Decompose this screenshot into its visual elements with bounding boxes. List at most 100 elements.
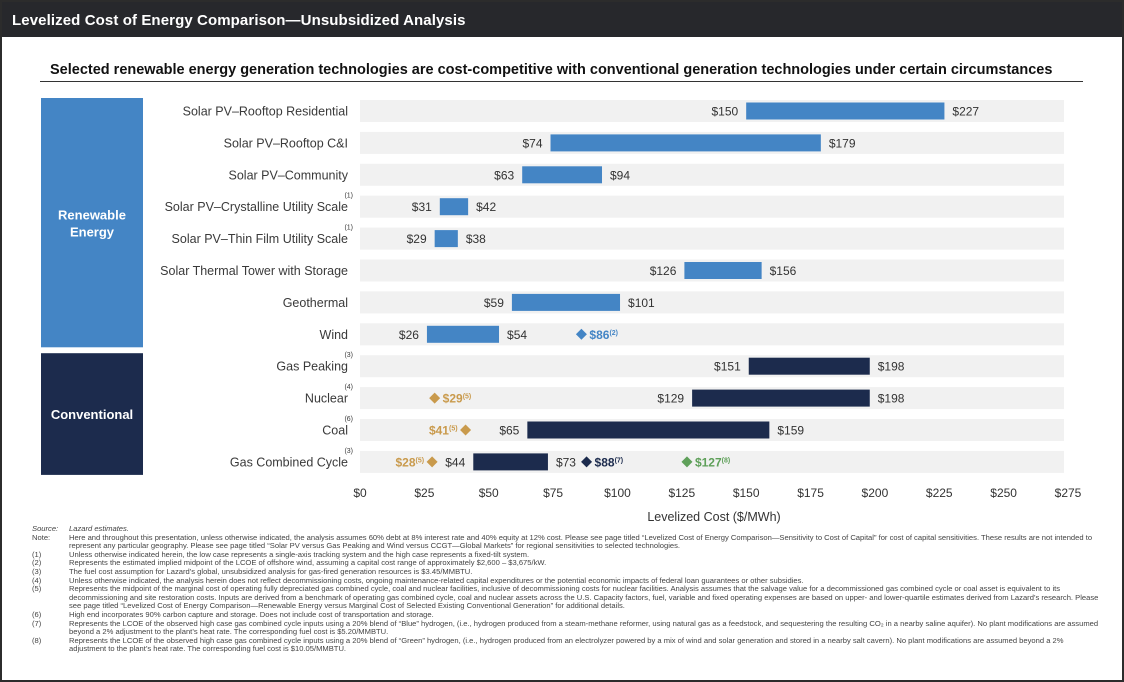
x-tick-label: $150 bbox=[733, 486, 760, 500]
footnote-item: (6) High end incorporates 90% carbon capt… bbox=[32, 609, 1102, 620]
range-bar bbox=[527, 421, 770, 439]
category-label: Solar PV–Rooftop C&I bbox=[224, 136, 348, 150]
footnote-text: Represents the LCOE of the observed high… bbox=[69, 618, 1099, 637]
low-value-label: $65 bbox=[499, 424, 519, 438]
x-axis-title: Levelized Cost ($/MWh) bbox=[647, 510, 780, 524]
category-label: Solar PV–Crystalline Utility Scale bbox=[165, 200, 348, 214]
marker-label: $28(5) bbox=[395, 455, 424, 469]
footnotes: Source: Lazard estimates. Note: Here and… bbox=[32, 524, 1102, 654]
range-bar bbox=[692, 389, 870, 407]
low-value-label: $126 bbox=[650, 264, 677, 278]
footnote-marker: (1) bbox=[344, 193, 353, 200]
footnote-marker: (1) bbox=[344, 225, 353, 232]
high-value-label: $156 bbox=[770, 264, 797, 278]
x-tick-label: $275 bbox=[1055, 486, 1082, 500]
footnote-item: (1) Unless otherwise indicated herein, th… bbox=[32, 549, 1102, 560]
low-value-label: $29 bbox=[407, 232, 427, 246]
chart-subtitle: Selected renewable energy generation tec… bbox=[50, 62, 1053, 78]
range-bar bbox=[511, 293, 621, 311]
category-label: Solar PV–Community bbox=[229, 168, 349, 182]
category-label: Gas Combined Cycle bbox=[230, 455, 348, 469]
high-value-label: $94 bbox=[610, 168, 630, 182]
row-background bbox=[360, 227, 1064, 250]
footnote-item: (2) Represents the estimated implied midp… bbox=[32, 559, 1102, 568]
x-tick-label: $0 bbox=[353, 486, 367, 500]
category-label: Solar Thermal Tower with Storage bbox=[160, 264, 348, 278]
note-key: Note: bbox=[32, 532, 51, 542]
group-label: Renewable bbox=[58, 208, 126, 223]
footnote-list: (1) Unless otherwise indicated herein, th… bbox=[32, 549, 1102, 654]
marker-diamond bbox=[460, 424, 472, 436]
range-bar bbox=[473, 453, 548, 471]
low-value-label: $31 bbox=[412, 200, 432, 214]
subtitle-divider bbox=[40, 81, 1083, 82]
page-title: Levelized Cost of Energy Comparison—Unsu… bbox=[12, 12, 466, 29]
footnote-item: (7) Represents the LCOE of the observed h… bbox=[32, 618, 1102, 637]
marker-label: $41(5) bbox=[429, 424, 458, 438]
footnote-key: (7) bbox=[32, 618, 42, 628]
marker-label: $127(8) bbox=[695, 455, 730, 469]
source-note: Source: Lazard estimates. bbox=[32, 524, 1102, 534]
x-tick-label: $75 bbox=[543, 486, 563, 500]
row-background bbox=[360, 323, 1064, 346]
lcoe-chart: Renewable Energy Conventional Solar PV–Roof… bbox=[41, 98, 1082, 524]
marker-diamond bbox=[575, 328, 587, 340]
marker-label: $88(7) bbox=[595, 455, 624, 469]
high-value-label: $159 bbox=[777, 424, 804, 438]
note-text: Here and throughout this presentation, u… bbox=[69, 532, 1093, 551]
footnote-marker: (4) bbox=[344, 384, 353, 391]
category-label: Gas Peaking bbox=[276, 360, 348, 374]
footnote-text: Represents the midpoint of the marginal … bbox=[69, 584, 1099, 611]
footnote-text: The fuel cost assumption for Lazard’s gl… bbox=[69, 566, 473, 576]
low-value-label: $26 bbox=[399, 328, 419, 342]
high-value-label: $227 bbox=[952, 105, 979, 119]
footnote-item: (5) Represents the midpoint of the margin… bbox=[32, 584, 1102, 611]
range-bar bbox=[748, 357, 870, 375]
x-tick-label: $225 bbox=[926, 486, 953, 500]
low-value-label: $129 bbox=[657, 392, 684, 406]
source-text: Lazard estimates. bbox=[69, 524, 129, 533]
x-tick-label: $250 bbox=[990, 486, 1017, 500]
row-background bbox=[360, 163, 1064, 186]
x-tick-label: $175 bbox=[797, 486, 824, 500]
footnote-text: Represents the estimated implied midpoin… bbox=[69, 558, 547, 568]
high-value-label: $198 bbox=[878, 392, 905, 406]
row-background bbox=[360, 355, 1064, 378]
footnote-text: Unless otherwise indicated herein, the l… bbox=[69, 549, 530, 559]
high-value-label: $54 bbox=[507, 328, 527, 342]
range-bar bbox=[439, 198, 469, 216]
range-bar bbox=[684, 262, 762, 279]
footnote-item: (4) Unless otherwise indicated, the analy… bbox=[32, 575, 1102, 586]
high-value-label: $101 bbox=[628, 296, 655, 310]
footnote-key: (2) bbox=[32, 558, 42, 568]
range-bar bbox=[746, 102, 945, 120]
low-value-label: $74 bbox=[522, 136, 542, 150]
category-label: Solar PV–Thin Film Utility Scale bbox=[172, 232, 348, 246]
group-box-renewable bbox=[41, 98, 143, 348]
high-value-label: $198 bbox=[878, 360, 905, 374]
footnote-item: (8) Represents the LCOE of the observed h… bbox=[32, 635, 1102, 654]
footnote-key: (4) bbox=[32, 575, 42, 585]
marker-diamond bbox=[429, 392, 441, 404]
row-background bbox=[360, 291, 1064, 314]
low-value-label: $63 bbox=[494, 168, 514, 182]
footnote-key: (3) bbox=[32, 566, 42, 576]
footnote-key: (8) bbox=[32, 635, 42, 645]
x-tick-label: $100 bbox=[604, 486, 631, 500]
x-tick-label: $125 bbox=[668, 486, 695, 500]
footnote-item: (3) The fuel cost assumption for Lazard’s… bbox=[32, 566, 1102, 577]
title-bar: Levelized Cost of Energy Comparison—Unsu… bbox=[2, 2, 1122, 37]
row-background bbox=[360, 195, 1064, 218]
footnote-text: High end incorporates 90% carbon capture… bbox=[69, 609, 434, 619]
x-tick-label: $200 bbox=[862, 486, 889, 500]
low-value-label: $59 bbox=[484, 296, 504, 310]
footnote-key: (1) bbox=[32, 549, 42, 559]
x-tick-label: $25 bbox=[414, 486, 434, 500]
high-value-label: $179 bbox=[829, 136, 856, 150]
group-box-conventional bbox=[41, 353, 143, 475]
marker-label: $29(5) bbox=[443, 392, 472, 406]
category-label: Wind bbox=[320, 328, 349, 342]
range-bar bbox=[550, 134, 821, 152]
marker-diamond bbox=[581, 456, 593, 468]
